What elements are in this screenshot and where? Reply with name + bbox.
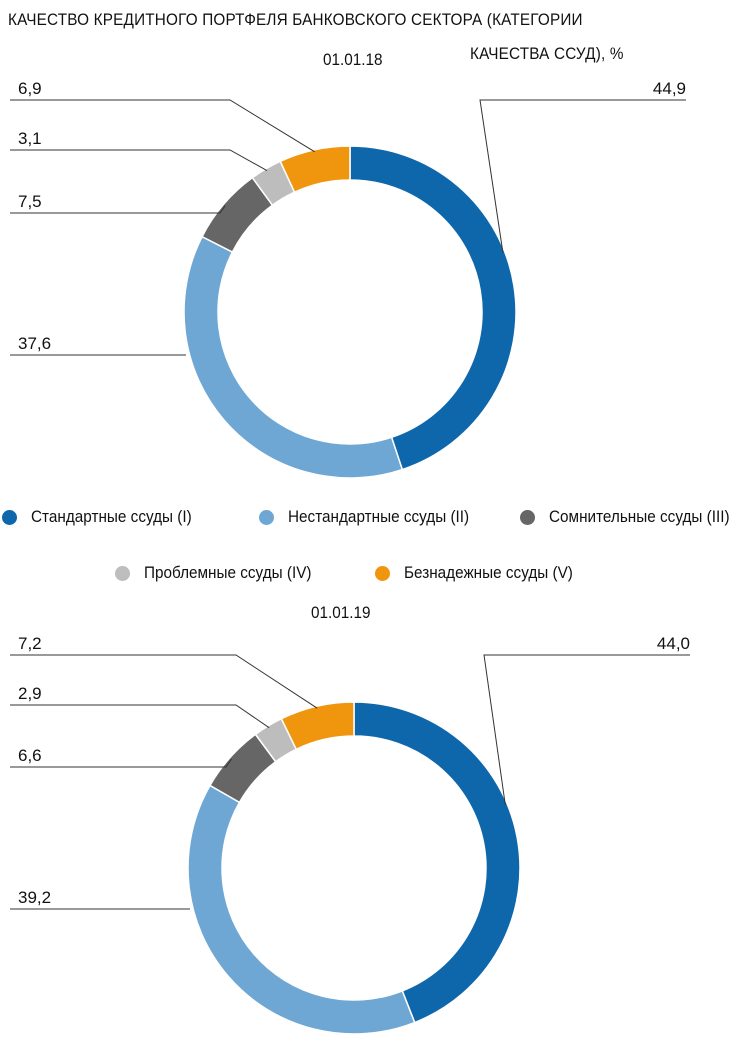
slice-standard xyxy=(349,145,517,471)
leader-line-hopeless xyxy=(10,654,318,709)
value-label-doubtful: 6,6 xyxy=(18,746,42,765)
value-label-nonstandard: 39,2 xyxy=(18,888,51,907)
slice-standard xyxy=(353,701,521,1024)
leader-line-problem xyxy=(10,704,270,729)
value-label-hopeless: 6,9 xyxy=(18,79,42,98)
legend-item-hopeless: Безнадежные ссуды (V) xyxy=(375,563,592,583)
value-label-nonstandard: 37,6 xyxy=(18,334,51,353)
leader-line-doubtful xyxy=(10,205,226,214)
chart-title-line-1: КАЧЕСТВО КРЕДИТНОГО ПОРТФЕЛЯ БАНКОВСКОГО… xyxy=(8,10,583,29)
value-label-standard: 44,0 xyxy=(657,634,690,653)
value-label-hopeless: 7,2 xyxy=(18,634,42,653)
leader-line-problem xyxy=(10,149,268,172)
value-label-problem: 3,1 xyxy=(18,129,42,148)
legend-label-problem: Проблемные ссуды (IV) xyxy=(144,563,312,582)
leader-line-standard xyxy=(479,99,686,253)
legend-item-nonstandard: Нестандартные ссуды (II) xyxy=(259,507,489,527)
leader-line-standard xyxy=(483,654,690,805)
legend-label-doubtful: Сомнительные ссуды (III) xyxy=(549,507,730,526)
slice-nonstandard xyxy=(187,784,416,1035)
legend-label-nonstandard: Нестандартные ссуды (II) xyxy=(288,507,470,526)
legend-dot-standard xyxy=(2,509,17,525)
chart-1-date: 01.01.18 xyxy=(323,50,383,69)
leader-line-hopeless xyxy=(10,99,315,153)
value-label-standard: 44,9 xyxy=(653,79,686,98)
leader-line-doubtful xyxy=(10,758,232,768)
legend-dot-nonstandard xyxy=(259,509,274,525)
chart-title-line-2: КАЧЕСТВА ССУД), % xyxy=(470,44,624,63)
legend-dot-hopeless xyxy=(375,565,390,581)
chart-2-date: 01.01.19 xyxy=(311,603,371,622)
legend-item-doubtful: Сомнительные ссуды (III) xyxy=(520,507,746,527)
value-label-doubtful: 7,5 xyxy=(18,192,42,211)
legend-label-hopeless: Безнадежные ссуды (V) xyxy=(404,563,573,582)
value-label-problem: 2,9 xyxy=(18,684,42,703)
legend-label-standard: Стандартные ссуды (I) xyxy=(31,507,192,526)
slice-hopeless xyxy=(279,145,351,194)
legend-item-problem: Проблемные ссуды (IV) xyxy=(115,563,330,583)
legend-dot-doubtful xyxy=(520,509,535,525)
legend-item-standard: Стандартные ссуды (I) xyxy=(2,507,210,527)
legend-dot-problem xyxy=(115,565,130,581)
slice-hopeless xyxy=(280,701,355,751)
